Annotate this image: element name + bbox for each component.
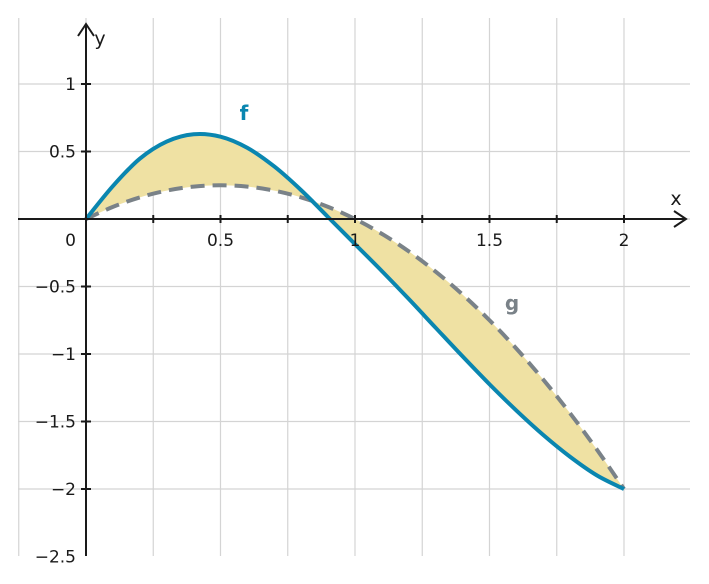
y-axis-arrow-icon	[77, 22, 95, 37]
area-between-curves	[86, 133, 624, 489]
axes	[18, 22, 688, 556]
filled-area	[86, 133, 624, 489]
y-tick-label: −1.5	[35, 413, 76, 433]
y-tick-label: −0.5	[35, 278, 76, 298]
origin-label: 0	[65, 231, 76, 251]
x-axis-arrow-icon	[673, 210, 688, 228]
y-axis-label: y	[94, 28, 105, 50]
series-f-label: f	[240, 101, 249, 125]
y-tick-label: 0.5	[49, 143, 76, 163]
y-tick-label: −2.5	[35, 548, 76, 568]
y-tick-label: 1	[65, 75, 76, 95]
x-axis-label: x	[670, 188, 681, 210]
series-g-label: g	[505, 291, 519, 315]
x-tick-label: 1	[350, 231, 361, 251]
x-tick-label: 1.5	[476, 231, 503, 251]
x-tick-label: 2	[619, 231, 630, 251]
series-g-line	[85, 183, 626, 491]
curves	[84, 131, 626, 491]
y-tick-label: −2	[51, 480, 76, 500]
series-f-line	[84, 131, 625, 491]
x-tick-label: 0.5	[207, 231, 234, 251]
grid	[18, 18, 690, 556]
tick-labels: 0.5 1 1.5 2 1 0.5 −0.5 −1 −1.5 −2 −2.5 0 x y f g	[35, 28, 682, 568]
y-tick-label: −1	[51, 345, 76, 365]
